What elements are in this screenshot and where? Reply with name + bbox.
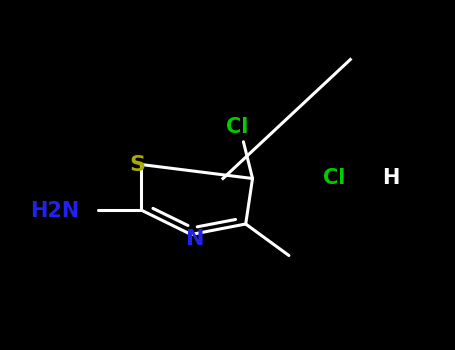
Text: Cl: Cl	[226, 117, 249, 137]
Text: S: S	[129, 155, 146, 175]
Text: N: N	[187, 229, 205, 249]
Text: H: H	[383, 168, 400, 189]
Text: H2N: H2N	[30, 201, 79, 221]
Text: Cl: Cl	[323, 168, 346, 189]
